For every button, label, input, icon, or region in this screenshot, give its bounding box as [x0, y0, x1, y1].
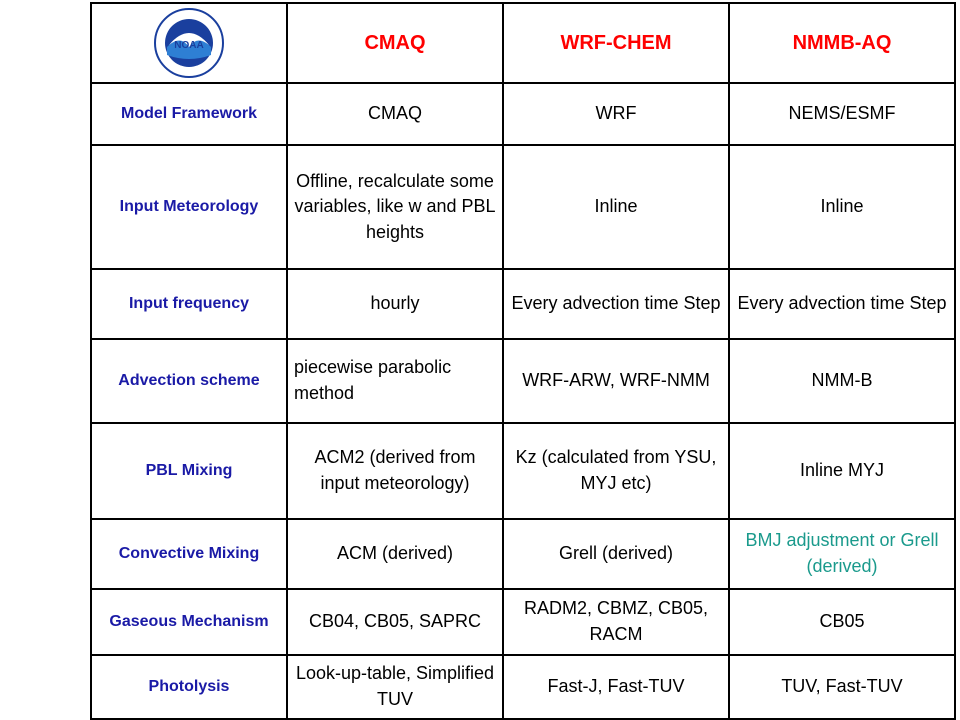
row-label: Convective Mixing [90, 518, 288, 590]
table-cell: CB04, CB05, SAPRC [286, 588, 504, 656]
table-cell-highlight: BMJ adjustment or Grell (derived) [728, 518, 956, 590]
table-cell: Offline, recalculate some variables, lik… [286, 144, 504, 270]
table-cell: piecewise parabolic method [286, 338, 504, 424]
table-cell: Inline MYJ [728, 422, 956, 520]
table-cell: WRF-ARW, WRF-NMM [502, 338, 730, 424]
logo-cell: NOAA [90, 2, 288, 84]
table-cell: Inline [502, 144, 730, 270]
row-label: Input Meteorology [90, 144, 288, 270]
table-cell: Fast-J, Fast-TUV [502, 654, 730, 720]
table-cell: NEMS/ESMF [728, 82, 956, 146]
svg-text:NOAA: NOAA [174, 40, 203, 51]
table-cell: Kz (calculated from YSU, MYJ etc) [502, 422, 730, 520]
table-row: PBL Mixing ACM2 (derived from input mete… [90, 422, 956, 520]
table-cell: NMM-B [728, 338, 956, 424]
column-header-wrf-chem: WRF-CHEM [502, 2, 730, 84]
table-cell: WRF [502, 82, 730, 146]
header-row: NOAA CMAQ WRF-CHEM NMMB-AQ [90, 2, 956, 84]
table-cell: CMAQ [286, 82, 504, 146]
row-label: Advection scheme [90, 338, 288, 424]
table-row: Model Framework CMAQ WRF NEMS/ESMF [90, 82, 956, 146]
table-cell: TUV, Fast-TUV [728, 654, 956, 720]
table-cell: Grell (derived) [502, 518, 730, 590]
table-row: Convective Mixing ACM (derived) Grell (d… [90, 518, 956, 590]
noaa-logo-icon: NOAA [154, 8, 224, 78]
table-cell: Every advection time Step [728, 268, 956, 340]
table-cell: Inline [728, 144, 956, 270]
row-label: Photolysis [90, 654, 288, 720]
table-cell: Look-up-table, Simplified TUV [286, 654, 504, 720]
table-row: Input Meteorology Offline, recalculate s… [90, 144, 956, 270]
column-header-cmaq: CMAQ [286, 2, 504, 84]
column-header-nmmb-aq: NMMB-AQ [728, 2, 956, 84]
table-cell: ACM (derived) [286, 518, 504, 590]
table-row: Gaseous Mechanism CB04, CB05, SAPRC RADM… [90, 588, 956, 656]
row-label: Input frequency [90, 268, 288, 340]
table-row: Photolysis Look-up-table, Simplified TUV… [90, 654, 956, 720]
row-label: Model Framework [90, 82, 288, 146]
table-cell: ACM2 (derived from input meteorology) [286, 422, 504, 520]
comparison-table: NOAA CMAQ WRF-CHEM NMMB-AQ Model Framewo… [90, 2, 956, 720]
table-row: Input frequency hourly Every advection t… [90, 268, 956, 340]
table-cell: CB05 [728, 588, 956, 656]
row-label: Gaseous Mechanism [90, 588, 288, 656]
table-cell: hourly [286, 268, 504, 340]
table-cell: Every advection time Step [502, 268, 730, 340]
table-cell: RADM2, CBMZ, CB05, RACM [502, 588, 730, 656]
table-row: Advection scheme piecewise parabolic met… [90, 338, 956, 424]
row-label: PBL Mixing [90, 422, 288, 520]
